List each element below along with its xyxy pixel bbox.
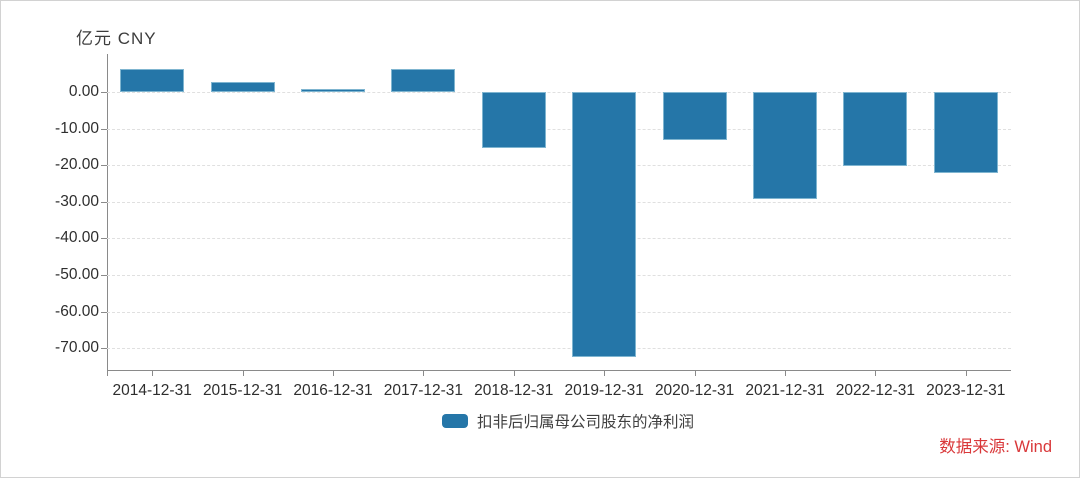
bar[interactable] — [210, 82, 275, 92]
x-axis-tick-label: 2021-12-31 — [745, 382, 825, 399]
bar[interactable] — [933, 92, 998, 173]
x-axis-tick-label: 2018-12-31 — [474, 382, 554, 399]
bar[interactable] — [120, 69, 185, 92]
x-axis-tick — [513, 370, 515, 376]
y-axis-line — [107, 54, 108, 376]
y-axis-tick — [101, 238, 107, 240]
x-axis-tick — [785, 370, 786, 376]
bar[interactable] — [301, 89, 365, 92]
gridline — [107, 201, 1011, 203]
x-axis-tick-label: 2023-12-31 — [926, 382, 1006, 399]
y-axis-tick-label: -60.00 — [55, 302, 99, 320]
bar[interactable] — [662, 92, 727, 140]
x-axis-tick — [152, 370, 154, 376]
x-axis-tick — [333, 370, 334, 376]
y-axis-tick — [101, 128, 107, 130]
y-axis-tick-label: -40.00 — [55, 229, 99, 247]
gridline — [107, 275, 1011, 276]
source-note: 数据来源: Wind — [939, 438, 1052, 456]
y-axis-tick — [101, 92, 107, 93]
gridline — [107, 348, 1011, 350]
y-axis-tick-label: -70.00 — [55, 339, 99, 357]
y-axis-tick-label: -20.00 — [55, 156, 99, 174]
y-axis-tick-label: -10.00 — [55, 119, 99, 137]
x-axis-tick — [604, 370, 606, 376]
y-axis-tick-label: -50.00 — [55, 266, 99, 283]
gridline — [107, 92, 1011, 93]
y-axis-tick — [101, 165, 107, 167]
bar[interactable] — [481, 92, 546, 148]
x-axis-tick — [242, 370, 244, 376]
legend-swatch-icon — [441, 414, 468, 428]
bar[interactable] — [572, 92, 637, 357]
gridline — [107, 165, 1011, 167]
gridline — [107, 311, 1011, 313]
y-axis-tick-label: -30.00 — [55, 192, 99, 210]
x-axis-tick-label: 2020-12-31 — [654, 382, 735, 399]
y-axis-tick-label: 0.00 — [68, 83, 99, 100]
x-axis-tick-label: 2019-12-31 — [564, 382, 644, 399]
y-axis-tick — [101, 311, 107, 313]
x-axis-tick-label: 2022-12-31 — [835, 382, 916, 399]
x-axis-tick — [965, 370, 967, 376]
bar[interactable] — [391, 68, 456, 92]
y-axis-tick — [101, 348, 107, 350]
gridline — [107, 238, 1011, 240]
x-axis-tick — [423, 370, 425, 376]
x-axis-tick-label: 2015-12-31 — [202, 382, 283, 399]
y-axis-tick — [101, 275, 107, 276]
bar[interactable] — [843, 92, 908, 166]
x-axis-tick — [875, 370, 877, 376]
y-axis-unit-label: 亿元 CNY — [76, 29, 157, 48]
x-axis-line — [107, 370, 1011, 371]
y-axis-tick — [101, 201, 107, 203]
bar[interactable] — [753, 92, 817, 199]
legend-item[interactable]: 扣非后归属母公司股东的净利润 — [29, 410, 1079, 432]
x-axis-tick — [694, 370, 696, 376]
x-axis-tick-label: 2016-12-31 — [293, 382, 373, 399]
legend-label: 扣非后归属母公司股东的净利润 — [476, 414, 694, 431]
x-axis-tick-label: 2014-12-31 — [112, 382, 192, 399]
gridline — [107, 128, 1011, 130]
x-axis-tick-label: 2017-12-31 — [383, 382, 464, 399]
